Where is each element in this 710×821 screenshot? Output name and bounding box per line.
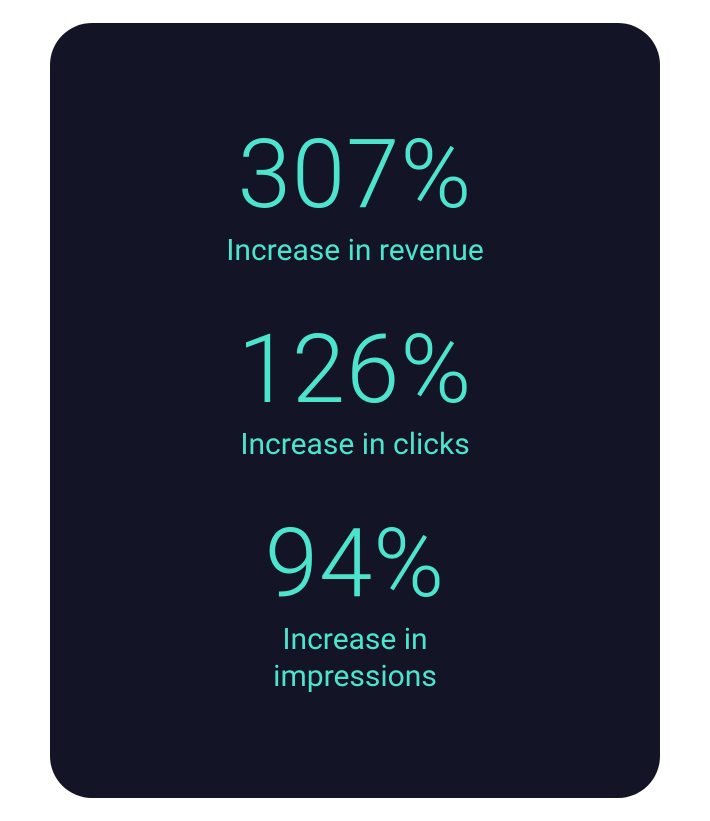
stat-value: 126% [238, 320, 473, 421]
stat-label: Increase in revenue [226, 232, 484, 270]
stat-clicks: 126% Increase in clicks [238, 320, 473, 464]
stat-value: 94% [265, 514, 445, 615]
stat-value: 307% [238, 125, 473, 226]
stat-impressions: 94% Increase in impressions [225, 514, 485, 696]
stat-label: Increase in clicks [240, 426, 469, 464]
stat-label: Increase in impressions [225, 621, 485, 696]
stats-card: 307% Increase in revenue 126% Increase i… [50, 23, 660, 798]
stat-revenue: 307% Increase in revenue [226, 125, 484, 269]
